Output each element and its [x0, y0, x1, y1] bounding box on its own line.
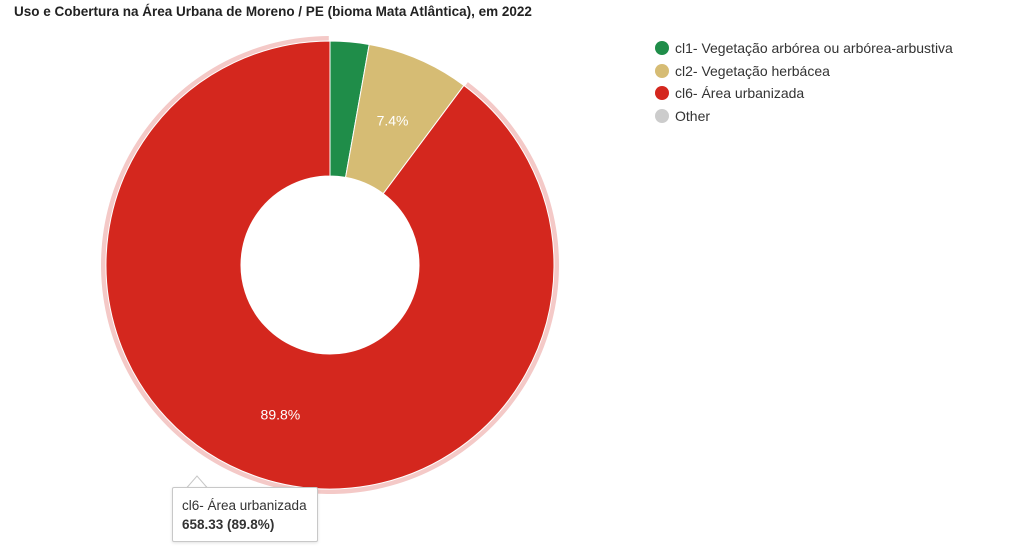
legend-swatch-icon — [655, 86, 669, 101]
slice-data-label: 89.8% — [261, 406, 301, 422]
tooltip-pointer — [186, 475, 208, 488]
tooltip-value: 658.33 (89.8%) — [182, 517, 275, 532]
pie-slice-cl6-area-urbanizada[interactable] — [105, 40, 555, 490]
legend-item[interactable]: Other — [655, 105, 953, 128]
legend-swatch-icon — [655, 41, 669, 56]
tooltip-series-name: cl6- Área urbanizada — [182, 498, 307, 513]
slice-tooltip: cl6- Área urbanizada 658.33 (89.8%) — [172, 487, 318, 542]
legend-item[interactable]: cl2- Vegetação herbácea — [655, 60, 953, 83]
legend-item[interactable]: cl1- Vegetação arbórea ou arbórea-arbust… — [655, 37, 953, 60]
chart-title: Uso e Cobertura na Área Urbana de Moreno… — [14, 4, 532, 19]
legend-label: cl1- Vegetação arbórea ou arbórea-arbust… — [675, 40, 953, 57]
legend-item[interactable]: cl6- Área urbanizada — [655, 82, 953, 105]
legend-label: cl6- Área urbanizada — [675, 85, 805, 102]
chart-legend: cl1- Vegetação arbórea ou arbórea-arbust… — [655, 37, 953, 127]
slice-data-label: 7.4% — [377, 112, 409, 128]
legend-swatch-icon — [655, 63, 669, 78]
legend-label: Other — [675, 108, 711, 125]
legend-swatch-icon — [655, 109, 669, 124]
legend-label: cl2- Vegetação herbácea — [675, 62, 830, 79]
